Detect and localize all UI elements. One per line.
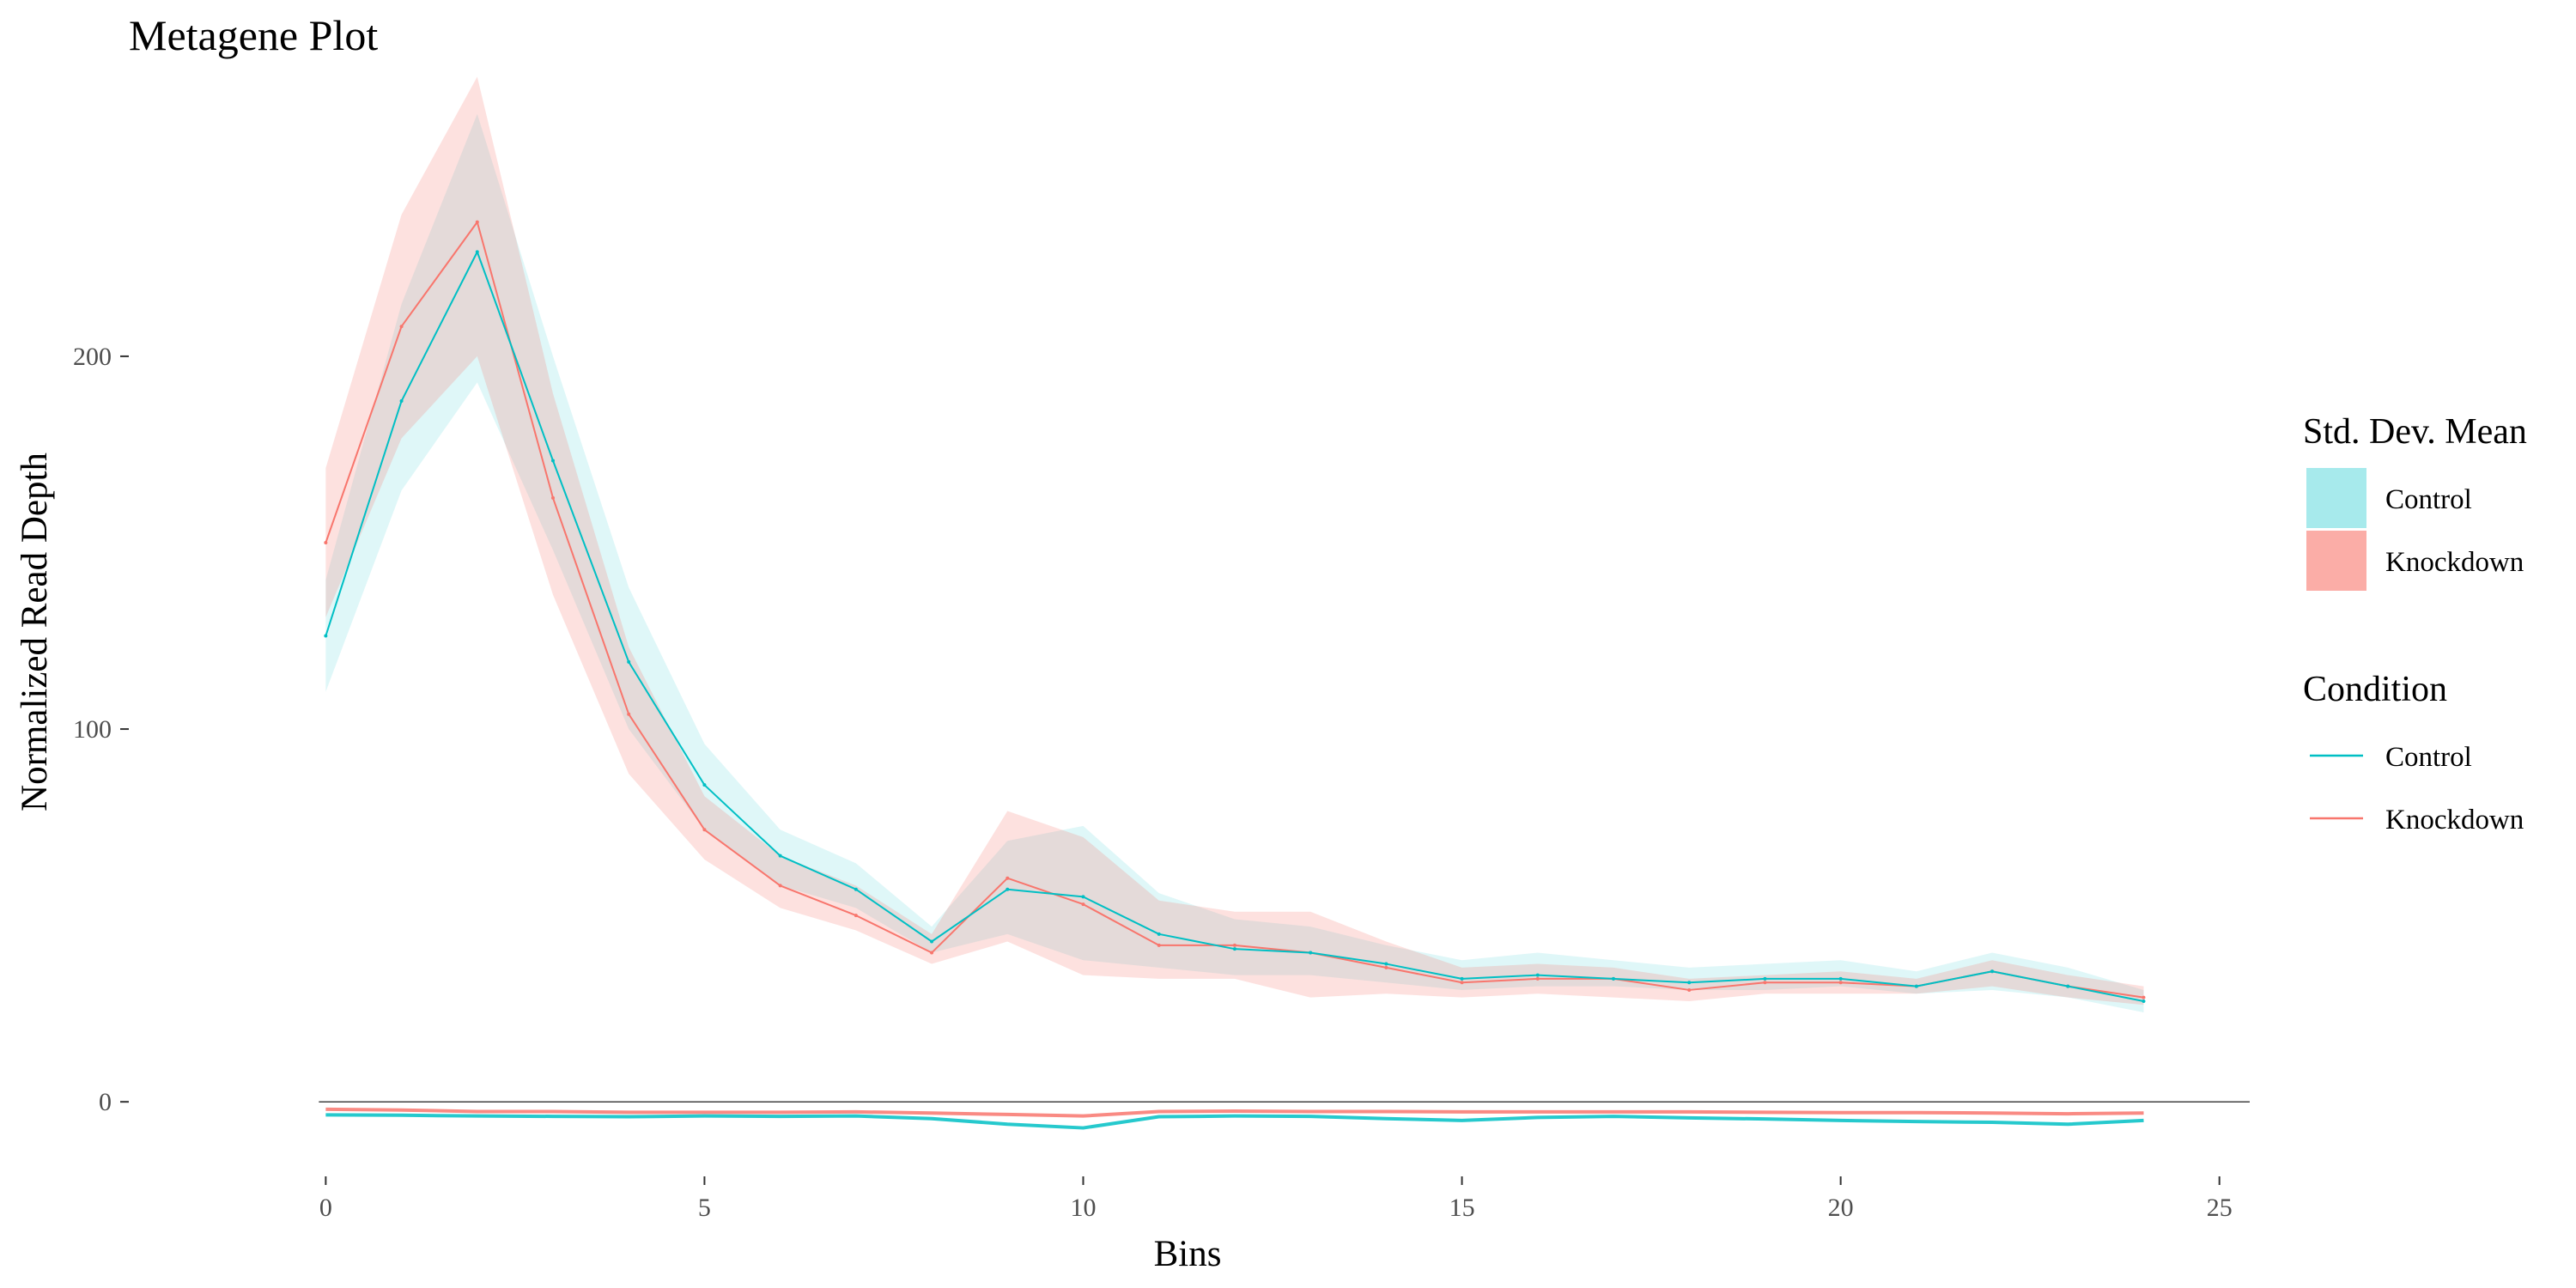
chart-title: Metagene Plot — [129, 11, 378, 59]
legend-swatch-knockdown — [2306, 531, 2366, 591]
data-point-control — [399, 399, 404, 404]
legend-title-condition: Condition — [2303, 670, 2447, 709]
x-axis-title: Bins — [1154, 1234, 1222, 1274]
data-point-knockdown — [399, 325, 404, 329]
x-tick-label: 10 — [1071, 1194, 1097, 1222]
data-point-control — [475, 250, 479, 254]
data-point-control — [551, 459, 555, 463]
data-point-knockdown — [1460, 981, 1464, 985]
data-point-control — [2142, 999, 2146, 1003]
baseline-line-control — [325, 1113, 2144, 1130]
data-point-knockdown — [1687, 987, 1692, 992]
legend-label-knockdown: Knockdown — [2385, 805, 2524, 835]
data-point-control — [1914, 984, 1918, 988]
data-point-control — [1990, 969, 1995, 974]
data-point-knockdown — [1081, 902, 1085, 907]
y-tick-label: 200 — [73, 343, 112, 371]
legend-label-control: Control — [2385, 484, 2472, 515]
data-point-knockdown — [854, 914, 858, 918]
data-point-knockdown — [930, 951, 934, 955]
data-point-control — [1763, 976, 1767, 981]
data-point-control — [1687, 981, 1692, 985]
data-point-control — [778, 854, 782, 858]
data-point-control — [702, 783, 707, 787]
data-point-knockdown — [1232, 943, 1236, 947]
data-point-control — [1612, 976, 1615, 981]
data-point-knockdown — [1384, 965, 1388, 969]
y-tick-label: 0 — [99, 1088, 112, 1116]
y-axis-title: Normalized Read Depth — [15, 453, 55, 811]
x-tick-label: 25 — [2207, 1194, 2233, 1222]
x-tick-label: 5 — [698, 1194, 711, 1222]
data-point-knockdown — [778, 884, 782, 888]
data-point-knockdown — [1763, 981, 1767, 985]
legend-fill: Std. Dev. Mean Control Knockdown — [2303, 412, 2527, 591]
plot-area: 0 100 200 0 5 10 15 20 25 — [73, 76, 2250, 1222]
data-point-control — [627, 659, 631, 664]
x-tick-label: 0 — [319, 1194, 332, 1222]
baseline-line-knockdown — [325, 1107, 2144, 1118]
data-point-knockdown — [1535, 976, 1540, 981]
data-point-control — [1081, 895, 1085, 899]
data-point-knockdown — [2142, 995, 2146, 999]
data-point-control — [930, 939, 934, 944]
data-point-knockdown — [324, 540, 328, 544]
legend-line: Condition Control Knockdown — [2303, 670, 2524, 835]
legend-swatch-control — [2306, 468, 2366, 528]
data-point-control — [854, 887, 858, 891]
data-point-control — [1535, 973, 1540, 977]
data-point-knockdown — [475, 220, 479, 224]
data-point-control — [1838, 976, 1843, 981]
data-point-knockdown — [1838, 981, 1843, 985]
data-point-knockdown — [1157, 943, 1161, 947]
legend-label-knockdown: Knockdown — [2385, 547, 2524, 578]
data-point-control — [2066, 984, 2070, 988]
data-point-knockdown — [1005, 876, 1010, 880]
data-point-control — [1309, 951, 1313, 955]
x-tick-label: 20 — [1828, 1194, 1854, 1222]
x-tick-label: 15 — [1449, 1194, 1475, 1222]
legend-label-control: Control — [2385, 742, 2472, 773]
data-point-control — [1232, 947, 1236, 951]
data-point-knockdown — [627, 712, 631, 716]
y-tick-label: 100 — [73, 715, 112, 744]
data-point-knockdown — [702, 828, 707, 832]
data-point-control — [324, 634, 328, 638]
data-point-control — [1005, 887, 1010, 891]
data-point-control — [1460, 976, 1464, 981]
data-point-control — [1384, 962, 1388, 966]
legend-title-std-dev: Std. Dev. Mean — [2303, 412, 2527, 452]
data-point-knockdown — [551, 495, 555, 500]
data-point-control — [1157, 932, 1161, 936]
